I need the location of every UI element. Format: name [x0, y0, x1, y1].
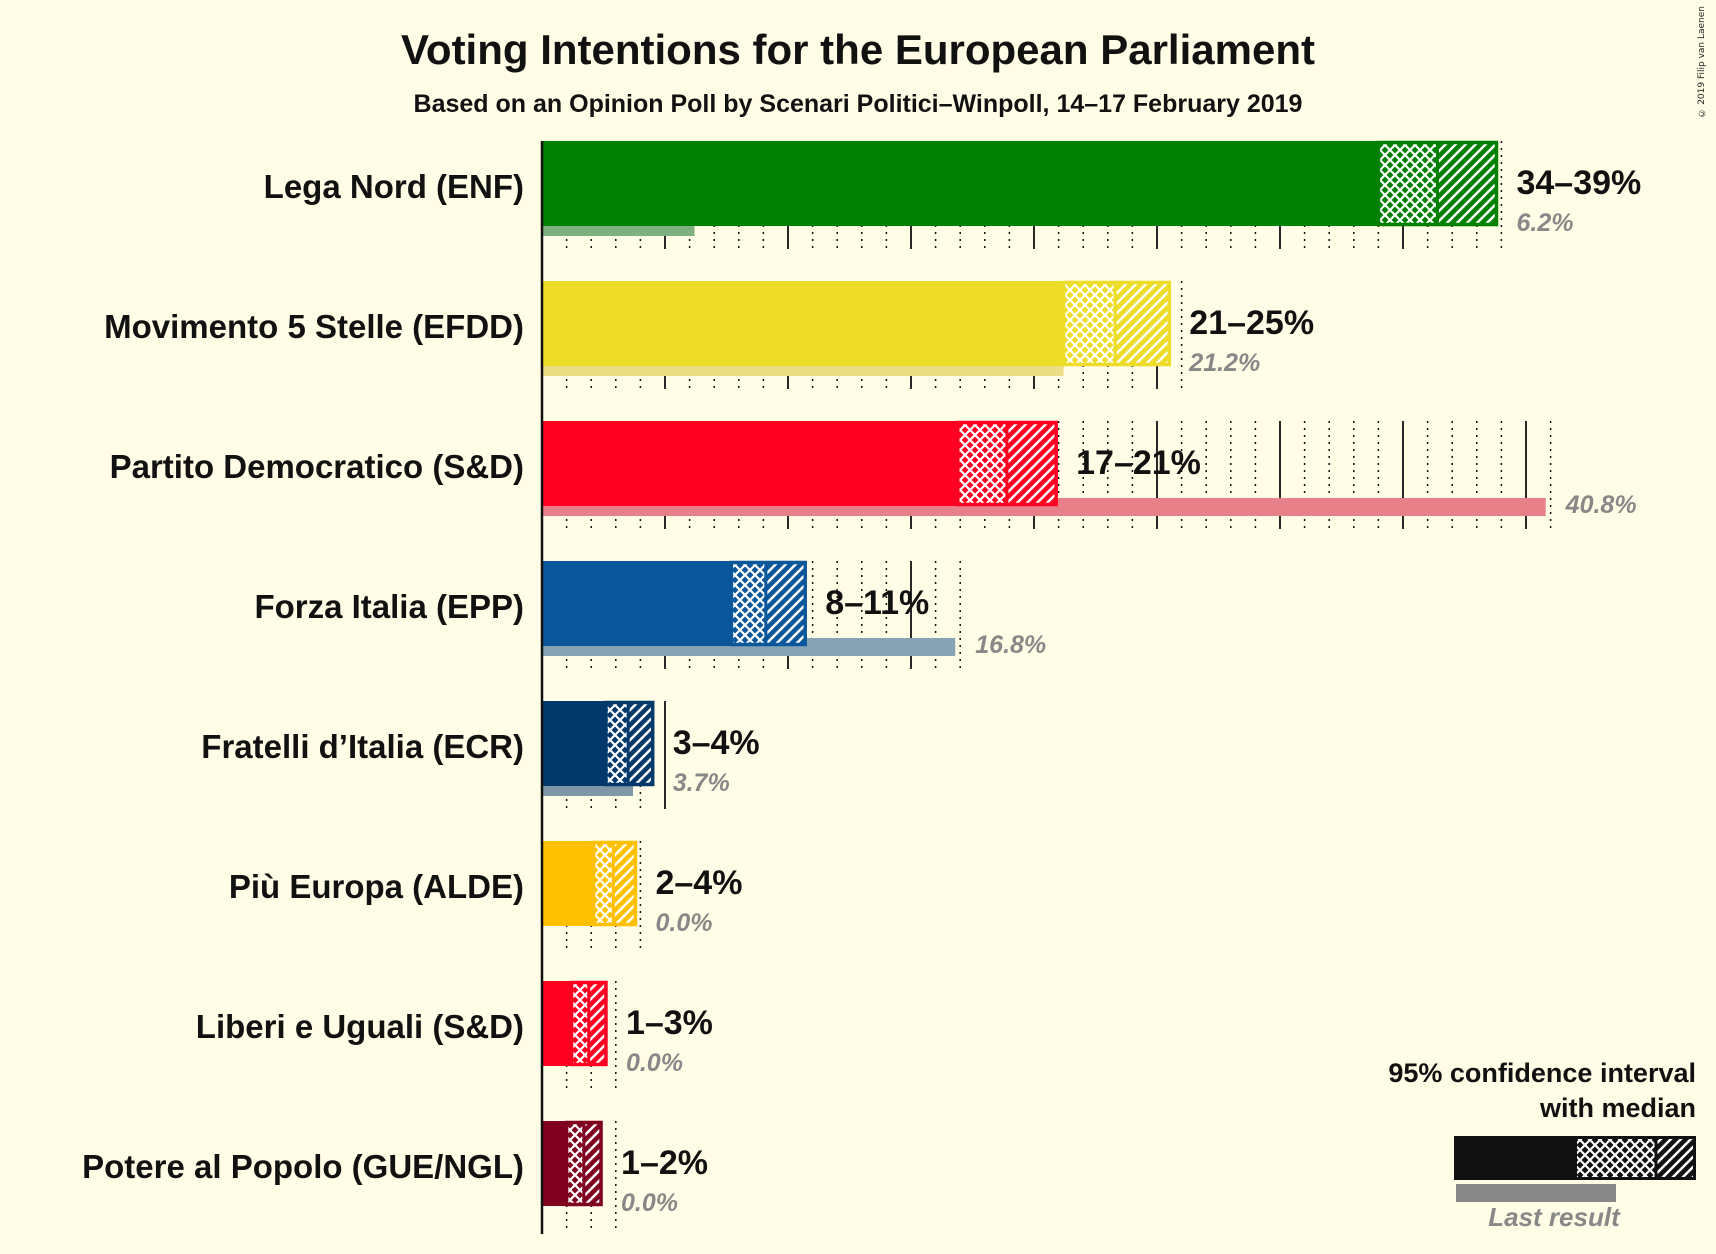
ci-outline [729, 560, 807, 647]
ci-upper-hatch [1006, 421, 1057, 506]
range-label: 2–4% [655, 864, 742, 902]
range-label: 1–3% [626, 1004, 713, 1042]
ci-lower-bar [542, 701, 606, 786]
ci-upper-hatch [628, 701, 653, 786]
ci-lower-bar [542, 281, 1064, 366]
last-result-label: 16.8% [975, 631, 1046, 659]
ci-lower-bar [542, 1121, 567, 1206]
ci-upper-hatch [1437, 141, 1497, 226]
party-name: Liberi e Uguali (S&D) [196, 1008, 524, 1045]
last-result-label: 0.0% [655, 909, 712, 937]
party-name: Fratelli d’Italia (ECR) [201, 728, 524, 765]
last-result-label: 0.0% [626, 1049, 683, 1077]
party-row: Lega Nord (ENF) 34–39% 6.2% [264, 140, 1641, 249]
legend-title-line1: 95% confidence interval [1388, 1058, 1696, 1088]
chart-title: Voting Intentions for the European Parli… [401, 26, 1315, 73]
range-label: 17–21% [1076, 444, 1201, 482]
legend-median-hatch [1574, 1136, 1656, 1180]
ci-lower-bar [542, 141, 1379, 226]
range-label: 3–4% [673, 724, 760, 762]
legend-last-bar [1456, 1184, 1616, 1202]
party-name: Lega Nord (ENF) [264, 168, 524, 205]
ci-upper-hatch [583, 1121, 602, 1206]
party-row: Fratelli d’Italia (ECR) 3–4% 3.7% [201, 700, 760, 809]
party-row: Potere al Popolo (GUE/NGL) 1–2% 0.0% [82, 1120, 708, 1229]
ci-upper-hatch [1115, 281, 1170, 366]
ci-median-hatch [593, 841, 614, 926]
party-name: Più Europa (ALDE) [229, 868, 524, 905]
chart-subtitle: Based on an Opinion Poll by Scenari Poli… [414, 90, 1303, 118]
last-result-label: 6.2% [1516, 209, 1573, 237]
ci-median-hatch [571, 981, 589, 1066]
party-row: Liberi e Uguali (S&D) 1–3% 0.0% [196, 980, 713, 1089]
party-name: Potere al Popolo (GUE/NGL) [82, 1148, 524, 1185]
party-name: Forza Italia (EPP) [254, 588, 524, 625]
chart-rows: Lega Nord (ENF) 34–39% 6.2% Movimento 5 Ste… [82, 140, 1641, 1234]
last-result-label: 21.2% [1188, 349, 1260, 377]
last-result-label: 3.7% [673, 769, 730, 797]
legend-last-result: Last result [1488, 1202, 1621, 1232]
ci-lower-bar [542, 421, 958, 506]
ci-lower-bar [542, 981, 572, 1066]
range-label: 1–2% [621, 1144, 708, 1182]
ci-median-hatch [566, 1121, 584, 1206]
legend-outline [1574, 1136, 1696, 1180]
ci-upper-hatch [588, 981, 606, 1066]
legend-title-line2: with median [1539, 1093, 1696, 1123]
legend-solid [1454, 1136, 1574, 1180]
party-row: Partito Democratico (S&D) 17–21% 40.8% [110, 420, 1637, 529]
party-row: Forza Italia (EPP) 8–11% 16.8% [254, 560, 1046, 669]
ci-median-hatch [605, 701, 629, 786]
range-label: 21–25% [1189, 304, 1314, 342]
ci-median-hatch [957, 421, 1007, 506]
range-label: 34–39% [1516, 164, 1641, 202]
ci-lower-bar [542, 841, 594, 926]
last-result-label: 0.0% [621, 1189, 678, 1217]
legend-upper-hatch [1656, 1136, 1696, 1180]
ci-median-hatch [731, 561, 766, 646]
chart-legend: 95% confidence interval with median Last r… [1388, 1058, 1696, 1232]
ci-lower-bar [542, 561, 732, 646]
party-name: Partito Democratico (S&D) [110, 448, 524, 485]
range-label: 8–11% [825, 584, 929, 622]
party-row: Più Europa (ALDE) 2–4% 0.0% [229, 840, 742, 949]
ci-median-hatch [1378, 141, 1438, 226]
party-row: Movimento 5 Stelle (EFDD) 21–25% 21.2% [104, 280, 1314, 389]
party-name: Movimento 5 Stelle (EFDD) [104, 308, 524, 345]
ci-median-hatch [1063, 281, 1116, 366]
ci-upper-hatch [765, 561, 806, 646]
last-result-label: 40.8% [1565, 491, 1637, 519]
ci-upper-hatch [613, 841, 636, 926]
